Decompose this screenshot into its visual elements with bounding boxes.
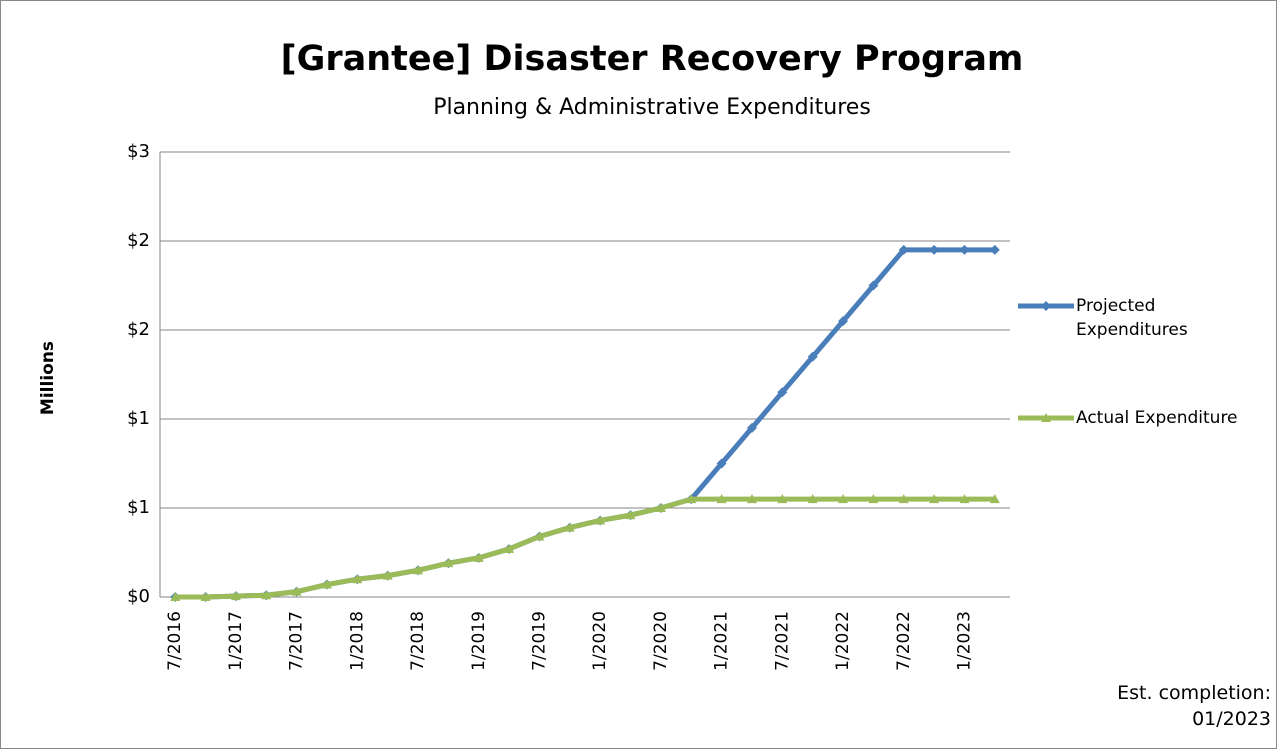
x-tick-label: 1/2023 xyxy=(954,611,974,671)
data-point xyxy=(291,586,302,596)
legend-marker xyxy=(1041,301,1051,311)
data-point xyxy=(443,558,454,568)
x-tick-label: 7/2022 xyxy=(894,611,914,671)
series-line xyxy=(175,496,995,600)
x-tick-label: 1/2018 xyxy=(347,611,367,671)
data-point xyxy=(352,574,363,584)
y-axis-label: Millions xyxy=(38,341,58,415)
data-point xyxy=(504,543,515,553)
data-point xyxy=(230,591,241,601)
x-tick-label: 7/2020 xyxy=(651,611,671,671)
data-point xyxy=(382,570,393,580)
data-point xyxy=(200,592,211,601)
data-point xyxy=(321,579,332,589)
x-tick-label: 7/2018 xyxy=(408,611,428,671)
data-point xyxy=(746,422,757,433)
data-point xyxy=(655,503,666,512)
legend-label: Projected Expenditures xyxy=(1076,296,1188,340)
x-tick-label: 7/2017 xyxy=(287,611,307,671)
data-point xyxy=(170,592,181,601)
legend-marker xyxy=(1041,413,1051,422)
x-tick-label: 7/2021 xyxy=(772,611,792,671)
data-point xyxy=(686,494,697,504)
annotation: Est. completion: 01/2023 xyxy=(1117,682,1271,730)
data-point xyxy=(777,494,788,504)
data-point xyxy=(807,351,818,362)
data-point xyxy=(868,494,879,504)
data-point xyxy=(898,244,909,255)
data-point xyxy=(868,280,879,291)
y-tick-label: $2 xyxy=(127,230,150,251)
data-point xyxy=(989,494,1000,504)
x-tick-label: 1/2022 xyxy=(833,611,853,671)
data-point xyxy=(777,387,788,398)
data-point xyxy=(413,565,424,575)
y-tick-label: $3 xyxy=(127,141,150,162)
x-tick-label: 1/2021 xyxy=(712,611,732,671)
data-point xyxy=(595,515,606,525)
data-point xyxy=(838,316,849,327)
data-point xyxy=(929,494,940,504)
data-point xyxy=(807,494,818,504)
x-tick-label: 7/2019 xyxy=(529,611,549,671)
x-tick-label: 1/2020 xyxy=(590,611,610,671)
data-point xyxy=(989,244,1000,255)
x-tick-label: 1/2017 xyxy=(226,611,246,671)
data-point xyxy=(473,552,484,562)
data-point xyxy=(929,244,940,255)
data-point xyxy=(746,494,757,504)
data-point xyxy=(625,510,636,520)
x-tick-label: 7/2016 xyxy=(165,611,185,671)
chart-title: [Grantee] Disaster Recovery Program xyxy=(281,39,1024,79)
y-tick-label: $0 xyxy=(127,586,150,607)
data-point xyxy=(261,590,272,600)
data-point xyxy=(716,494,727,504)
y-tick-label: $1 xyxy=(127,408,150,429)
x-tick-label: 1/2019 xyxy=(469,611,489,671)
y-tick-label: $2 xyxy=(127,319,150,340)
data-point xyxy=(898,494,909,504)
chart-subtitle: Planning & Administrative Expenditures xyxy=(433,95,871,120)
data-point xyxy=(564,522,575,532)
data-point xyxy=(959,244,970,255)
data-point xyxy=(959,494,970,504)
data-point xyxy=(716,458,727,469)
data-point xyxy=(534,531,545,541)
data-point xyxy=(838,494,849,504)
legend-label: Actual Expenditure xyxy=(1076,408,1238,428)
y-tick-label: $1 xyxy=(127,497,150,518)
